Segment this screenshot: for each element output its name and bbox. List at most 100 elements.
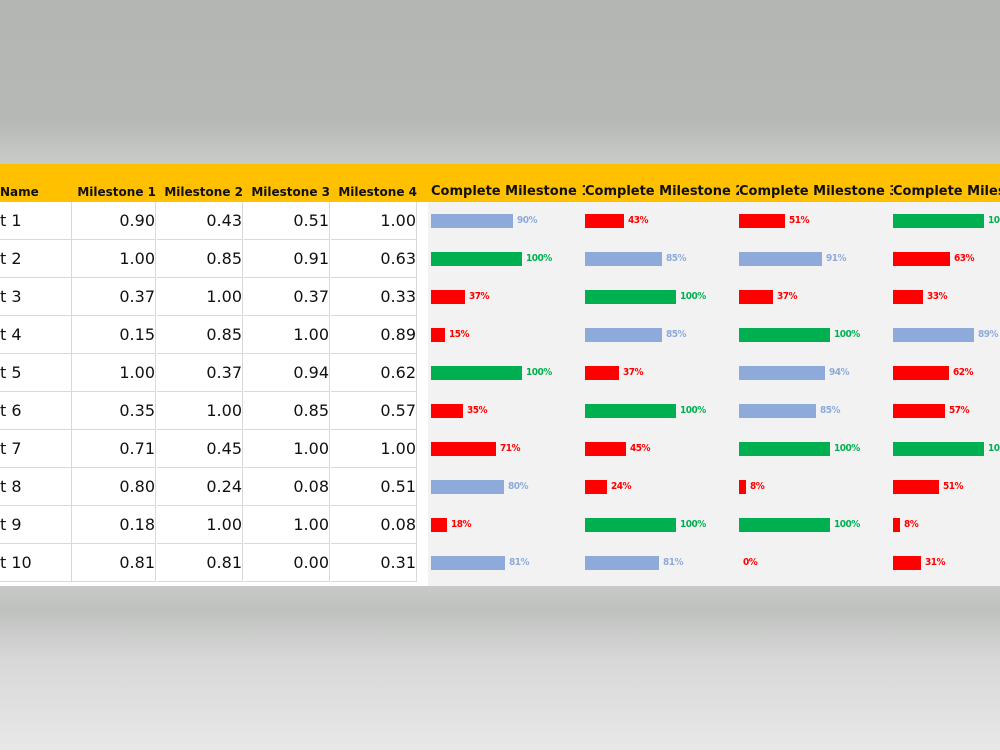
percent-label: 24% <box>611 481 632 492</box>
milestone-2-cell[interactable]: 0.85 <box>157 240 243 278</box>
header-name[interactable]: Name <box>0 185 39 199</box>
milestone-2-cell[interactable]: 0.85 <box>157 316 243 354</box>
complete-milestone-2-cell[interactable]: 100% <box>585 392 739 430</box>
complete-milestone-1-cell[interactable]: 15% <box>431 316 585 354</box>
milestone-1-cell[interactable]: 0.18 <box>72 506 156 544</box>
complete-milestone-1-cell[interactable]: 100% <box>431 240 585 278</box>
complete-milestone-4-cell[interactable]: 62% <box>893 354 1000 392</box>
complete-milestone-1-cell[interactable]: 18% <box>431 506 585 544</box>
complete-milestone-2-cell[interactable]: 43% <box>585 202 739 240</box>
milestone-2-cell[interactable]: 1.00 <box>157 506 243 544</box>
milestone-4-cell[interactable]: 0.51 <box>331 468 417 506</box>
milestone-1-cell[interactable]: 0.80 <box>72 468 156 506</box>
complete-milestone-3-cell[interactable]: 8% <box>739 468 893 506</box>
milestone-4-cell[interactable]: 0.33 <box>331 278 417 316</box>
milestone-4-cell[interactable]: 0.08 <box>331 506 417 544</box>
complete-milestone-3-cell[interactable]: 100% <box>739 430 893 468</box>
complete-milestone-2-cell[interactable]: 81% <box>585 544 739 582</box>
complete-milestone-3-cell[interactable]: 51% <box>739 202 893 240</box>
milestone-3-cell[interactable]: 0.08 <box>244 468 330 506</box>
milestone-2-cell[interactable]: 0.43 <box>157 202 243 240</box>
complete-milestone-1-cell[interactable]: 71% <box>431 430 585 468</box>
milestone-4-cell[interactable]: 1.00 <box>331 430 417 468</box>
milestone-4-cell[interactable]: 0.62 <box>331 354 417 392</box>
complete-milestone-2-cell[interactable]: 85% <box>585 240 739 278</box>
milestone-3-cell[interactable]: 0.00 <box>244 544 330 582</box>
complete-milestone-1-cell[interactable]: 81% <box>431 544 585 582</box>
complete-milestone-4-cell[interactable]: 33% <box>893 278 1000 316</box>
name-cell[interactable]: t 6 <box>0 392 72 430</box>
milestone-1-cell[interactable]: 0.71 <box>72 430 156 468</box>
milestone-3-cell[interactable]: 1.00 <box>244 430 330 468</box>
milestone-4-cell[interactable]: 0.63 <box>331 240 417 278</box>
complete-milestone-4-cell[interactable]: 63% <box>893 240 1000 278</box>
complete-milestone-1-cell[interactable]: 35% <box>431 392 585 430</box>
header-milestone-2[interactable]: Milestone 2 <box>164 185 243 199</box>
complete-milestone-4-cell[interactable]: 51% <box>893 468 1000 506</box>
name-cell[interactable]: t 1 <box>0 202 72 240</box>
milestone-3-cell[interactable]: 1.00 <box>244 506 330 544</box>
complete-milestone-2-cell[interactable]: 37% <box>585 354 739 392</box>
complete-milestone-4-cell[interactable]: 100% <box>893 202 1000 240</box>
complete-milestone-3-cell[interactable]: 85% <box>739 392 893 430</box>
header-complete-milestone-3[interactable]: Complete Milestone 3 <box>739 184 893 199</box>
name-cell[interactable]: t 9 <box>0 506 72 544</box>
complete-milestone-3-cell[interactable]: 0% <box>739 544 893 582</box>
milestone-2-cell[interactable]: 0.24 <box>157 468 243 506</box>
name-cell[interactable]: t 4 <box>0 316 72 354</box>
header-complete-milestone-4[interactable]: Complete Milestone 4 <box>893 184 1000 199</box>
milestone-3-cell[interactable]: 0.37 <box>244 278 330 316</box>
milestone-2-cell[interactable]: 1.00 <box>157 392 243 430</box>
milestone-1-cell[interactable]: 0.37 <box>72 278 156 316</box>
milestone-2-cell[interactable]: 0.37 <box>157 354 243 392</box>
name-cell[interactable]: t 2 <box>0 240 72 278</box>
complete-milestone-4-cell[interactable]: 31% <box>893 544 1000 582</box>
complete-milestone-2-cell[interactable]: 24% <box>585 468 739 506</box>
complete-milestone-2-cell[interactable]: 85% <box>585 316 739 354</box>
milestone-4-cell[interactable]: 0.57 <box>331 392 417 430</box>
complete-milestone-1-cell[interactable]: 100% <box>431 354 585 392</box>
complete-milestone-3-cell[interactable]: 91% <box>739 240 893 278</box>
milestone-3-cell[interactable]: 0.51 <box>244 202 330 240</box>
milestone-1-cell[interactable]: 0.35 <box>72 392 156 430</box>
complete-milestone-1-cell[interactable]: 90% <box>431 202 585 240</box>
header-complete-milestone-2[interactable]: Complete Milestone 2 <box>585 184 739 199</box>
name-cell[interactable]: t 8 <box>0 468 72 506</box>
milestone-3-cell[interactable]: 0.85 <box>244 392 330 430</box>
header-milestone-1[interactable]: Milestone 1 <box>77 185 156 199</box>
complete-milestone-3-cell[interactable]: 37% <box>739 278 893 316</box>
header-milestone-3[interactable]: Milestone 3 <box>251 185 330 199</box>
milestone-3-cell[interactable]: 1.00 <box>244 316 330 354</box>
complete-milestone-2-cell[interactable]: 100% <box>585 278 739 316</box>
milestone-3-cell[interactable]: 0.94 <box>244 354 330 392</box>
complete-milestone-4-cell[interactable]: 100% <box>893 430 1000 468</box>
milestone-1-cell[interactable]: 0.15 <box>72 316 156 354</box>
complete-milestone-2-cell[interactable]: 45% <box>585 430 739 468</box>
complete-milestone-3-cell[interactable]: 100% <box>739 316 893 354</box>
milestone-2-cell[interactable]: 1.00 <box>157 278 243 316</box>
milestone-4-cell[interactable]: 0.31 <box>331 544 417 582</box>
milestone-2-cell[interactable]: 0.81 <box>157 544 243 582</box>
complete-milestone-4-cell[interactable]: 57% <box>893 392 1000 430</box>
milestone-1-cell[interactable]: 1.00 <box>72 240 156 278</box>
complete-milestone-4-cell[interactable]: 8% <box>893 506 1000 544</box>
milestone-2-cell[interactable]: 0.45 <box>157 430 243 468</box>
milestone-4-cell[interactable]: 0.89 <box>331 316 417 354</box>
name-cell[interactable]: t 3 <box>0 278 72 316</box>
complete-milestone-2-cell[interactable]: 100% <box>585 506 739 544</box>
complete-milestone-3-cell[interactable]: 94% <box>739 354 893 392</box>
name-cell[interactable]: t 10 <box>0 544 72 582</box>
milestone-4-cell[interactable]: 1.00 <box>331 202 417 240</box>
header-complete-milestone-1[interactable]: Complete Milestone 1 <box>431 184 585 199</box>
header-milestone-4[interactable]: Milestone 4 <box>338 185 417 199</box>
complete-milestone-4-cell[interactable]: 89% <box>893 316 1000 354</box>
milestone-1-cell[interactable]: 1.00 <box>72 354 156 392</box>
name-cell[interactable]: t 7 <box>0 430 72 468</box>
milestone-1-cell[interactable]: 0.81 <box>72 544 156 582</box>
complete-milestone-1-cell[interactable]: 37% <box>431 278 585 316</box>
name-cell[interactable]: t 5 <box>0 354 72 392</box>
complete-milestone-3-cell[interactable]: 100% <box>739 506 893 544</box>
complete-milestone-1-cell[interactable]: 80% <box>431 468 585 506</box>
milestone-3-cell[interactable]: 0.91 <box>244 240 330 278</box>
milestone-1-cell[interactable]: 0.90 <box>72 202 156 240</box>
